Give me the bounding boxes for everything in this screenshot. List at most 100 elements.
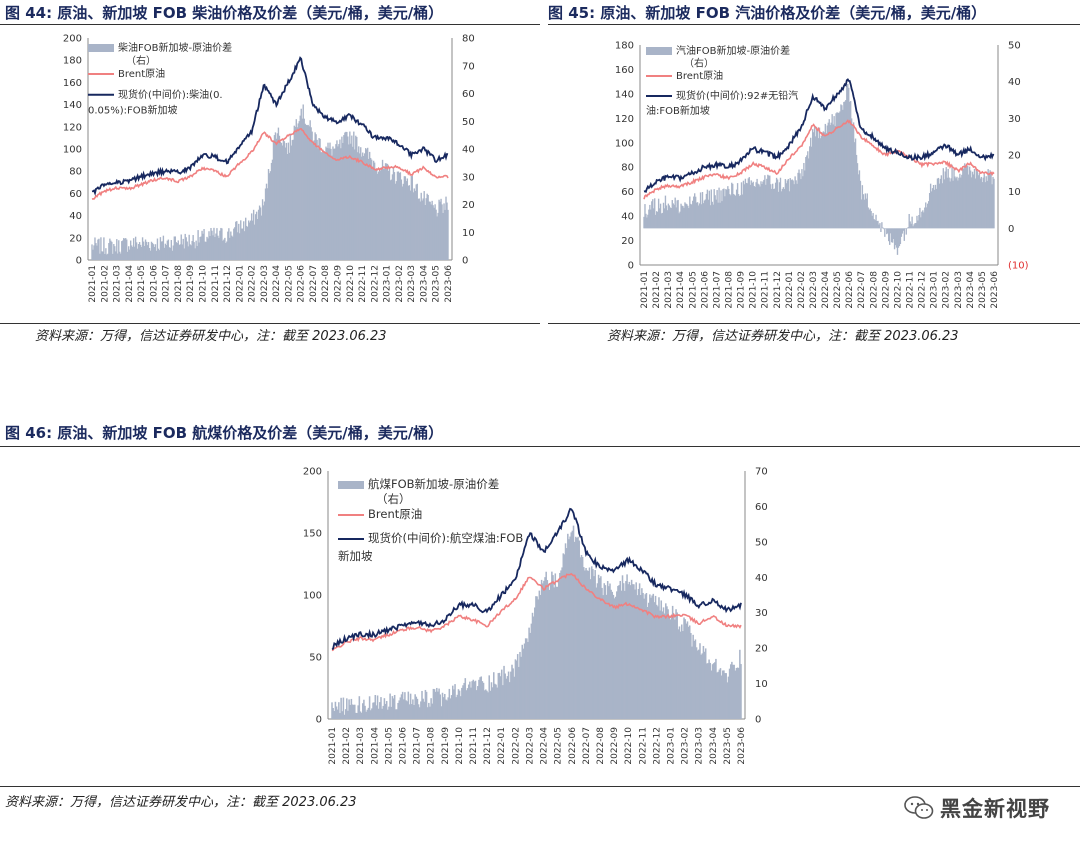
y-left-tick-label: 40 — [621, 212, 634, 223]
x-tick-label: 2021-10 — [198, 265, 208, 303]
y-left-tick-label: 20 — [621, 236, 634, 247]
x-tick-label: 2021-07 — [712, 271, 722, 309]
x-tick-label: 2022-06 — [845, 271, 855, 309]
x-tick-label: 2021-07 — [413, 727, 423, 765]
figure-46-bottom-rule — [0, 786, 1080, 787]
y-left-tick-label: 160 — [615, 65, 634, 76]
x-tick-label: 2022-10 — [624, 727, 634, 765]
x-tick-label: 2021-08 — [427, 727, 437, 765]
figure-46-title-text: 原油、新加坡 FOB 航煤价格及价差（美元/桶，美元/桶） — [57, 424, 443, 442]
legend-label-product-cont: 新加坡 — [338, 549, 373, 563]
y-left-tick-label: 120 — [615, 114, 634, 125]
x-tick-label: 2022-09 — [334, 265, 344, 303]
y-right-tick-label: 60 — [462, 89, 475, 100]
x-tick-label: 2022-03 — [525, 727, 535, 765]
x-tick-label: 2022-03 — [260, 265, 270, 303]
x-tick-label: 2021-11 — [761, 271, 771, 309]
x-tick-label: 2023-05 — [723, 727, 733, 765]
y-left-tick-label: 50 — [309, 653, 322, 664]
y-right-tick-label: 10 — [462, 228, 475, 239]
x-tick-label: 2021-08 — [724, 271, 734, 309]
x-tick-label: 2022-09 — [610, 727, 620, 765]
x-tick-label: 2021-02 — [100, 265, 110, 303]
y-left-tick-label: 150 — [303, 529, 322, 540]
y-left-tick-label: 100 — [615, 138, 634, 149]
spread-bar — [880, 228, 881, 232]
figure-45-number: 图 45: — [548, 4, 595, 22]
legend: 柴油FOB新加坡-原油价差（右）Brent原油现货价(中间价):柴油(0.0.0… — [88, 41, 232, 116]
y-left-tick-label: 200 — [303, 467, 322, 478]
x-tick-label: 2021-05 — [384, 727, 394, 765]
x-tick-label: 2021-02 — [342, 727, 352, 765]
spread-bar — [882, 227, 883, 228]
legend: 汽油FOB新加坡-原油价差（右）Brent原油现货价(中间价):92#无铅汽油:… — [646, 44, 798, 117]
x-tick-label: 2021-09 — [186, 265, 196, 303]
spread-bar — [904, 228, 905, 241]
x-tick-label: 2022-12 — [918, 271, 928, 309]
x-tick-label: 2022-04 — [821, 271, 831, 309]
x-tick-label: 2021-04 — [676, 271, 686, 309]
y-left-tick-label: 140 — [63, 100, 82, 111]
legend-label-spread-right: （右） — [126, 54, 156, 67]
x-tick-label: 2023-03 — [954, 271, 964, 309]
x-tick-label: 2022-11 — [358, 265, 368, 303]
x-tick-label: 2023-06 — [444, 265, 454, 303]
y-right-tick-label: 20 — [1008, 151, 1021, 162]
spread-series — [331, 526, 742, 719]
spread-bar — [993, 179, 994, 229]
x-tick-label: 2021-05 — [688, 271, 698, 309]
legend-label-brent: Brent原油 — [118, 67, 165, 80]
x-tick-label: 2021-01 — [88, 265, 98, 303]
legend-label-spread-right: （右） — [684, 57, 714, 70]
chart-jetfuel-spread: 0501001502000102030405060702021-01 2021-0… — [0, 447, 1080, 787]
legend-label-product-cont: 油:FOB新加坡 — [646, 104, 710, 117]
x-tick-label: 2022-04 — [540, 727, 550, 765]
figure-46-source: 资料来源：万得，信达证券研发中心，注：截至 2023.06.23 — [5, 791, 357, 810]
x-tick-label: 2021-11 — [211, 265, 221, 303]
x-tick-label: 2022-07 — [582, 727, 592, 765]
x-tick-label: 2023-05 — [978, 271, 988, 309]
figure-44-source: 资料来源：万得，信达证券研发中心，注：截至 2023.06.23 — [35, 325, 387, 344]
legend-swatch-spread — [646, 47, 672, 55]
x-tick-label: 2022-02 — [797, 271, 807, 309]
x-tick-label: 2021-03 — [113, 265, 123, 303]
x-tick-label: 2021-06 — [399, 727, 409, 765]
x-tick-label: 2022-05 — [284, 265, 294, 303]
x-tick-label: 2022-07 — [309, 265, 319, 303]
y-left-tick-label: 80 — [69, 167, 82, 178]
x-tick-label: 2021-03 — [664, 271, 674, 309]
y-right-tick-label: 30 — [462, 172, 475, 183]
x-tick-label: 2021-09 — [737, 271, 747, 309]
x-tick-label: 2022-05 — [833, 271, 843, 309]
x-tick-label: 2022-01 — [497, 727, 507, 765]
x-tick-label: 2021-07 — [162, 265, 172, 303]
y-right-tick-label: 40 — [462, 145, 475, 156]
x-tick-label: 2022-04 — [272, 265, 282, 303]
y-right-tick-label: 50 — [755, 537, 768, 548]
y-right-tick-label: 20 — [462, 200, 475, 211]
x-tick-label: 2021-08 — [174, 265, 184, 303]
x-tick-label: 2022-05 — [554, 727, 564, 765]
x-tick-label: 2021-12 — [773, 271, 783, 309]
watermark: 黑金新视野 — [904, 793, 1050, 823]
legend-swatch-spread — [88, 44, 114, 52]
x-tick-label: 2022-12 — [652, 727, 662, 765]
spread-bar — [879, 223, 880, 228]
y-left-tick-label: 40 — [69, 211, 82, 222]
y-left-tick-label: 0 — [76, 256, 82, 267]
y-right-tick-label: 10 — [1008, 187, 1021, 198]
y-left-tick-label: 100 — [303, 591, 322, 602]
legend-label-spread: 汽油FOB新加坡-原油价差 — [676, 44, 790, 57]
legend-label-spread-right: （右） — [376, 492, 411, 506]
y-right-tick-label: 0 — [1008, 224, 1014, 235]
y-right-tick-label: 40 — [755, 573, 768, 584]
x-tick-label: 2023-06 — [737, 727, 747, 765]
x-tick-label: 2021-02 — [652, 271, 662, 309]
y-left-tick-label: 180 — [63, 56, 82, 67]
x-tick-label: 2021-09 — [441, 727, 451, 765]
figure-45-title-text: 原油、新加坡 FOB 汽油价格及价差（美元/桶，美元/桶） — [600, 4, 986, 22]
x-tick-label: 2021-12 — [483, 727, 493, 765]
y-right-tick-label: 0 — [462, 256, 468, 267]
x-tick-label: 2022-10 — [346, 265, 356, 303]
watermark-text: 黑金新视野 — [940, 797, 1050, 821]
